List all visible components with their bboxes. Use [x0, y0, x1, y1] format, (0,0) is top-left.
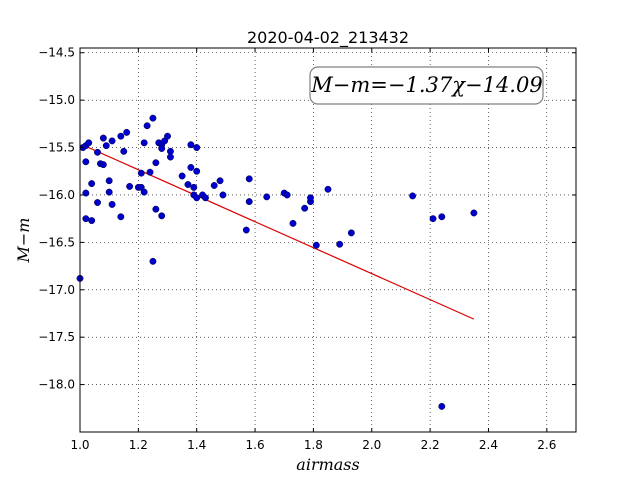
data-point [283, 191, 291, 199]
data-point [210, 182, 218, 189]
y-tick-label: −17.0 [38, 283, 75, 297]
x-tick-label: 1.0 [70, 438, 89, 452]
data-point [140, 188, 148, 196]
y-tick-label: −16.5 [38, 235, 75, 249]
data-point [193, 194, 201, 202]
data-point [193, 167, 201, 175]
data-point [123, 128, 131, 136]
data-point [158, 212, 166, 220]
data-point [88, 180, 96, 188]
x-tick-label: 1.4 [187, 438, 206, 452]
data-point [438, 213, 446, 221]
data-point [347, 229, 355, 237]
data-point [88, 217, 96, 225]
grid [79, 48, 576, 432]
data-point [242, 226, 250, 234]
data-point [336, 240, 344, 248]
data-point [99, 161, 107, 169]
y-tick-label: −15.0 [38, 93, 75, 107]
x-tick-label: 1.6 [246, 438, 265, 452]
data-point [187, 141, 195, 149]
data-point [409, 192, 417, 200]
data-point [190, 183, 198, 191]
data-point [149, 257, 157, 265]
data-point [158, 145, 166, 152]
data-point [470, 209, 478, 217]
x-tick-label: 2.4 [479, 438, 498, 452]
data-point [82, 215, 90, 223]
data-point [301, 204, 309, 212]
data-point [164, 132, 171, 140]
data-point [105, 177, 113, 185]
data-point [117, 132, 125, 140]
data-point [94, 148, 101, 156]
data-point [245, 175, 253, 183]
data-point [108, 200, 116, 208]
data-point [202, 194, 209, 202]
data-point [307, 194, 314, 202]
data-point [245, 198, 253, 206]
data-point [193, 144, 201, 152]
x-tick-label: 2.6 [537, 438, 556, 452]
data-point [149, 114, 157, 122]
fit-equation-frame [309, 66, 544, 105]
data-point [289, 219, 297, 227]
data-point [82, 158, 90, 166]
y-tick-label: −18.0 [38, 378, 75, 392]
data-point [324, 185, 332, 193]
data-point [140, 139, 148, 147]
data-point [216, 177, 224, 185]
data-point [85, 139, 93, 147]
data-point [82, 189, 90, 197]
fit-equation-box: M−m=−1.37χ−14.09 [309, 66, 544, 105]
data-point [143, 122, 151, 130]
data-point [438, 402, 446, 410]
x-axis-label: airmass [296, 455, 359, 474]
x-tick-label: 2.0 [362, 438, 381, 452]
x-tick-label: 1.2 [129, 438, 148, 452]
data-point [178, 172, 186, 180]
data-point [99, 134, 107, 142]
plot-frame [79, 47, 577, 433]
data-point [105, 188, 113, 196]
data-point [126, 182, 134, 190]
chart-title: 2020-04-02_213432 [247, 28, 409, 48]
data-points [76, 114, 478, 410]
data-point [429, 215, 437, 223]
data-point [187, 164, 195, 171]
axis-ticks: 1.0 1.2 1.4 1.6 1.8 2.0 2.2 2.4 2.6 −18.0 −17.5 −17… [38, 46, 576, 452]
x-tick-label: 2.2 [421, 438, 440, 452]
data-point [152, 159, 160, 167]
y-tick-label: −15.5 [38, 141, 75, 155]
data-point [120, 147, 128, 155]
data-point [137, 169, 145, 177]
data-point [184, 181, 192, 188]
data-point [312, 241, 320, 249]
y-axis-label: M−m [14, 218, 33, 264]
y-tick-label: −17.5 [38, 330, 75, 344]
y-tick-label: −16.0 [38, 188, 75, 202]
data-point [219, 191, 227, 199]
y-tick-label: −14.5 [38, 46, 75, 60]
fit-equation: M−m=−1.37χ−14.09 [310, 73, 542, 97]
data-point [152, 205, 160, 213]
data-point [108, 137, 116, 145]
x-tick-label: 1.8 [304, 438, 323, 452]
data-point [117, 213, 125, 221]
data-point [94, 199, 101, 206]
data-point [166, 153, 174, 161]
data-point [146, 168, 154, 176]
data-point [263, 193, 271, 201]
data-point [102, 142, 110, 150]
